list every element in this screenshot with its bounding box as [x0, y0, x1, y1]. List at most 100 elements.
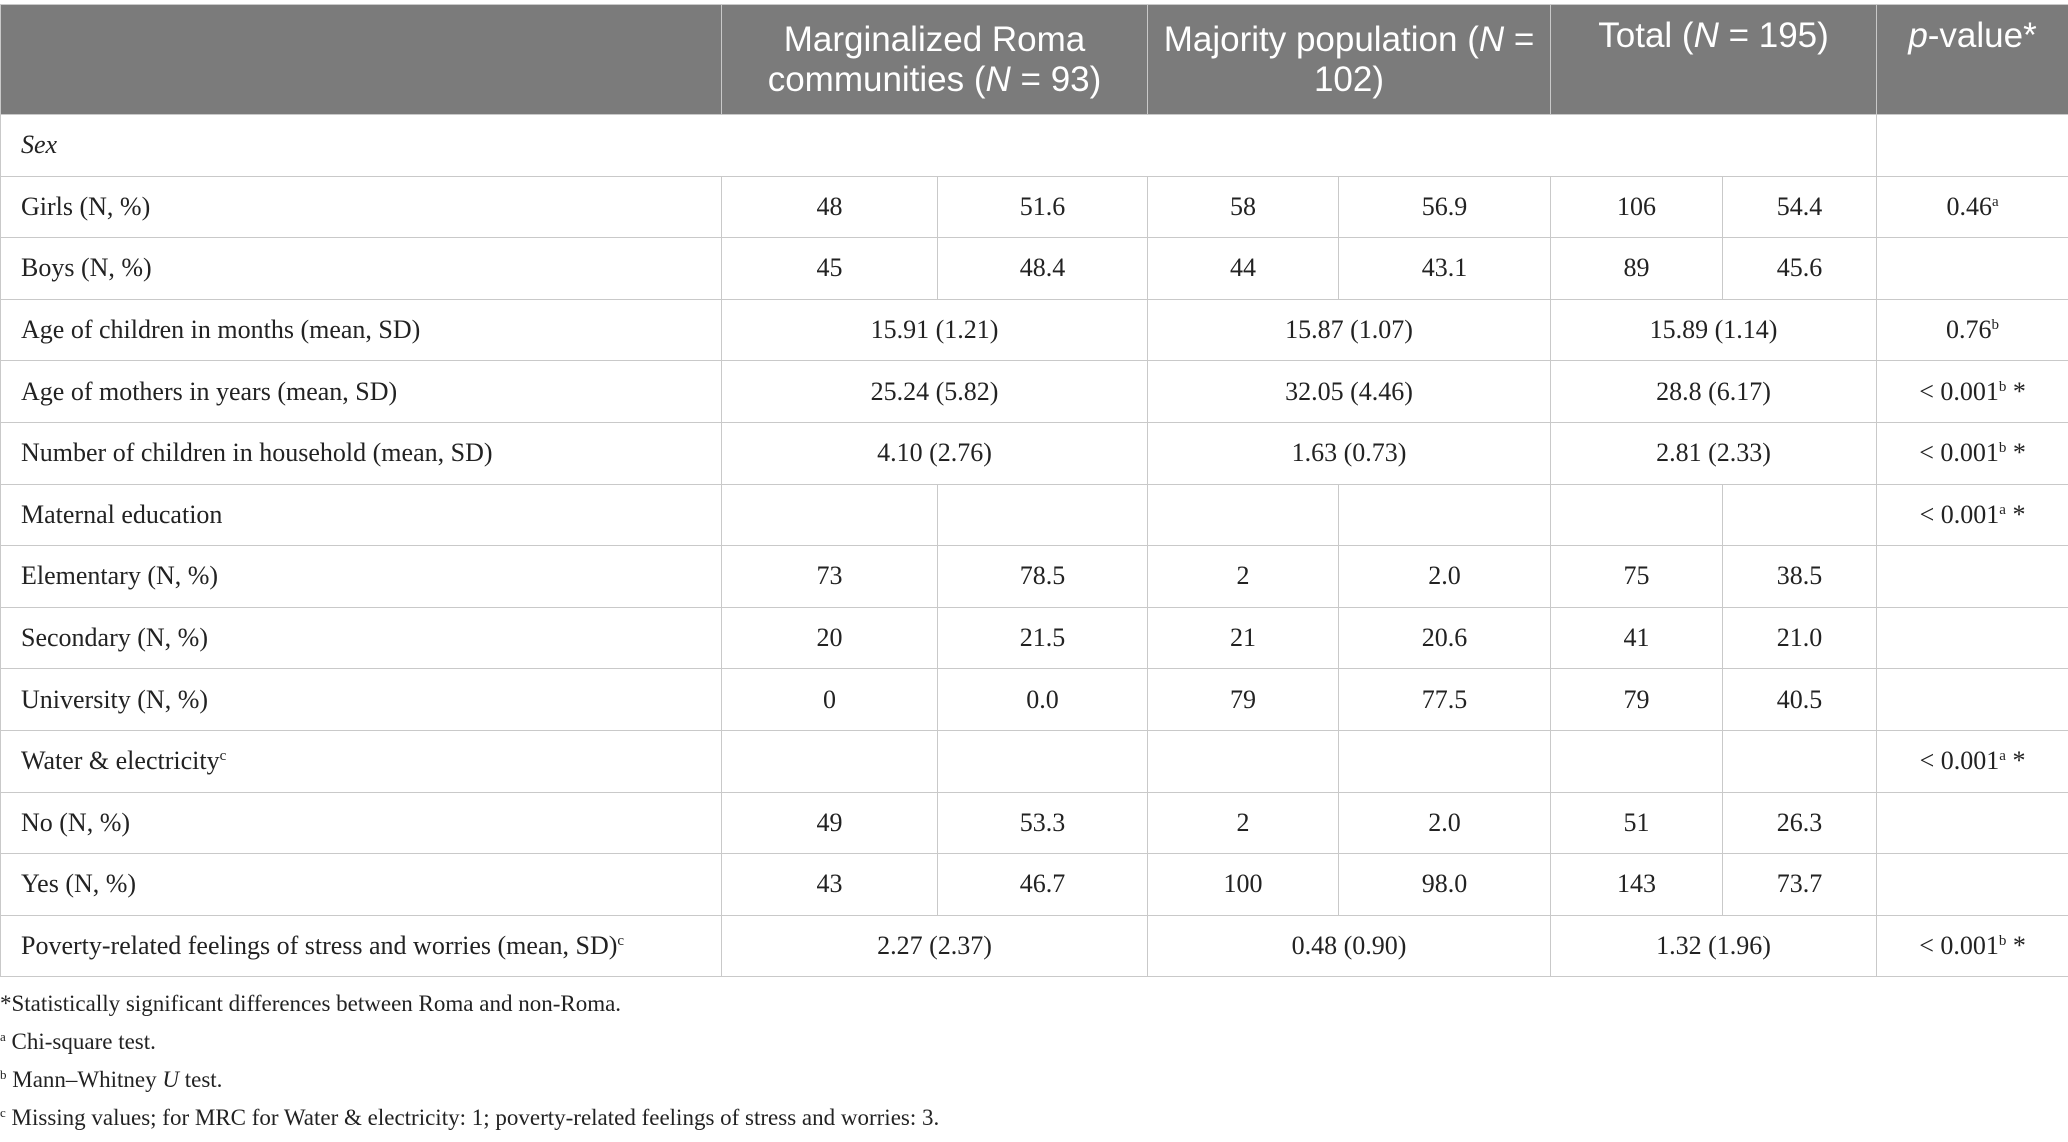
majority-percent: 2.0 [1337, 545, 1552, 608]
majority-percent: 98.0 [1337, 853, 1552, 916]
row-label: Boys (N, %) [0, 237, 722, 300]
characteristics-table: Marginalized Roma communities (N = 93) M… [0, 4, 2068, 978]
footnote-b: b Mann–Whitney U test. [0, 1067, 223, 1092]
p-value: 0.76b [1876, 298, 2068, 362]
row-label: Girls (N, %) [0, 175, 722, 239]
majority-value: 15.87 (1.07) [1146, 298, 1552, 362]
total-value: 15.89 (1.14) [1550, 298, 1878, 362]
table-row-poverty-stress: Poverty-related feelings of stress and w… [0, 914, 2068, 978]
table-row-yes: Yes (N, %) 43 46.7 100 98.0 143 73.7 [0, 853, 2068, 916]
roma-percent: 78.5 [937, 545, 1148, 608]
majority-value: 32.05 (4.46) [1146, 360, 1552, 423]
footnote-significance: *Statistically significant differences b… [0, 991, 622, 1016]
footnote-a: a Chi-square test. [0, 1029, 156, 1054]
row-label: Age of children in months (mean, SD) [0, 298, 722, 362]
header-stub [0, 4, 722, 115]
majority-value: 0.48 (0.90) [1146, 914, 1552, 978]
table-row-no: No (N, %) 49 53.3 2 2.0 51 26.3 [0, 791, 2068, 855]
roma-value: 25.24 (5.82) [721, 360, 1148, 423]
row-label: Secondary (N, %) [0, 606, 722, 670]
p-value: < 0.001a * [1876, 729, 2068, 793]
total-count: 79 [1550, 668, 1724, 731]
table-row-boys: Boys (N, %) 45 48.4 44 43.1 89 45.6 [0, 237, 2068, 300]
majority-count: 58 [1147, 175, 1339, 239]
roma-value: 4.10 (2.76) [721, 421, 1148, 485]
majority-value: 1.63 (0.73) [1146, 421, 1552, 485]
p-value [1876, 606, 2068, 670]
header-roma: Marginalized Roma communities (N = 93) [721, 4, 1148, 115]
row-label: Elementary (N, %) [0, 545, 722, 608]
total-percent: 40.5 [1722, 668, 1878, 731]
header-total: Total (N = 195) [1550, 4, 1878, 115]
majority-count: 79 [1147, 668, 1339, 731]
row-label: Number of children in household (mean, S… [0, 421, 722, 485]
row-label: Poverty-related feelings of stress and w… [0, 914, 722, 978]
table-row-university: University (N, %) 0 0.0 79 77.5 79 40.5 [0, 668, 2068, 731]
roma-count: 48 [721, 175, 938, 239]
majority-count: 21 [1147, 606, 1339, 670]
empty-cell [1550, 483, 1724, 547]
roma-percent: 48.4 [937, 237, 1148, 300]
p-value: < 0.001a * [1876, 483, 2068, 547]
table-row-elementary: Elementary (N, %) 73 78.5 2 2.0 75 38.5 [0, 545, 2068, 608]
empty-cell [1147, 483, 1339, 547]
empty-cell [1337, 729, 1552, 793]
total-percent: 73.7 [1722, 853, 1878, 916]
p-value [1876, 237, 2068, 300]
p-value [1876, 545, 2068, 608]
row-label: Maternal education [0, 483, 722, 547]
p-value [1876, 853, 2068, 916]
p-value: 0.46a [1876, 175, 2068, 239]
table-row-age-children: Age of children in months (mean, SD) 15.… [0, 298, 2068, 362]
roma-count: 73 [721, 545, 938, 608]
empty-cell [1337, 483, 1552, 547]
majority-percent: 20.6 [1337, 606, 1552, 670]
majority-count: 44 [1147, 237, 1339, 300]
table-row-girls: Girls (N, %) 48 51.6 58 56.9 106 54.4 0.… [0, 175, 2068, 239]
total-count: 51 [1550, 791, 1724, 855]
p-value: < 0.001b * [1876, 421, 2068, 485]
empty-cell [1550, 729, 1724, 793]
row-label: No (N, %) [0, 791, 722, 855]
roma-value: 15.91 (1.21) [721, 298, 1148, 362]
majority-count: 2 [1147, 791, 1339, 855]
total-value: 2.81 (2.33) [1550, 421, 1878, 485]
roma-value: 2.27 (2.37) [721, 914, 1148, 978]
total-count: 41 [1550, 606, 1724, 670]
total-percent: 38.5 [1722, 545, 1878, 608]
roma-percent: 53.3 [937, 791, 1148, 855]
roma-count: 45 [721, 237, 938, 300]
table-row-maternal-education: Maternal education < 0.001a * [0, 483, 2068, 547]
majority-percent: 77.5 [1337, 668, 1552, 731]
total-value: 28.8 (6.17) [1550, 360, 1878, 423]
roma-percent: 51.6 [937, 175, 1148, 239]
section-row-sex: Sex [0, 114, 2068, 177]
total-count: 143 [1550, 853, 1724, 916]
empty-cell [1722, 483, 1878, 547]
total-percent: 45.6 [1722, 237, 1878, 300]
header-row: Marginalized Roma communities (N = 93) M… [0, 4, 2068, 115]
header-pvalue: p-value* [1876, 4, 2068, 115]
majority-percent: 43.1 [1337, 237, 1552, 300]
total-percent: 26.3 [1722, 791, 1878, 855]
empty-cell [721, 483, 938, 547]
total-value: 1.32 (1.96) [1550, 914, 1878, 978]
p-value: < 0.001b * [1876, 914, 2068, 978]
row-label: Water & electricityc [0, 729, 722, 793]
row-label: University (N, %) [0, 668, 722, 731]
roma-count: 20 [721, 606, 938, 670]
empty-cell [721, 729, 938, 793]
roma-count: 49 [721, 791, 938, 855]
row-label: Sex [0, 114, 1878, 177]
total-count: 89 [1550, 237, 1724, 300]
roma-percent: 46.7 [937, 853, 1148, 916]
table-footnotes: *Statistically significant differences b… [0, 985, 2068, 1137]
roma-count: 43 [721, 853, 938, 916]
empty-cell [1147, 729, 1339, 793]
total-count: 106 [1550, 175, 1724, 239]
table-row-num-children: Number of children in household (mean, S… [0, 421, 2068, 485]
empty-cell [937, 483, 1148, 547]
p-value [1876, 114, 2068, 177]
table-row-water-electricity: Water & electricityc < 0.001a * [0, 729, 2068, 793]
total-percent: 21.0 [1722, 606, 1878, 670]
